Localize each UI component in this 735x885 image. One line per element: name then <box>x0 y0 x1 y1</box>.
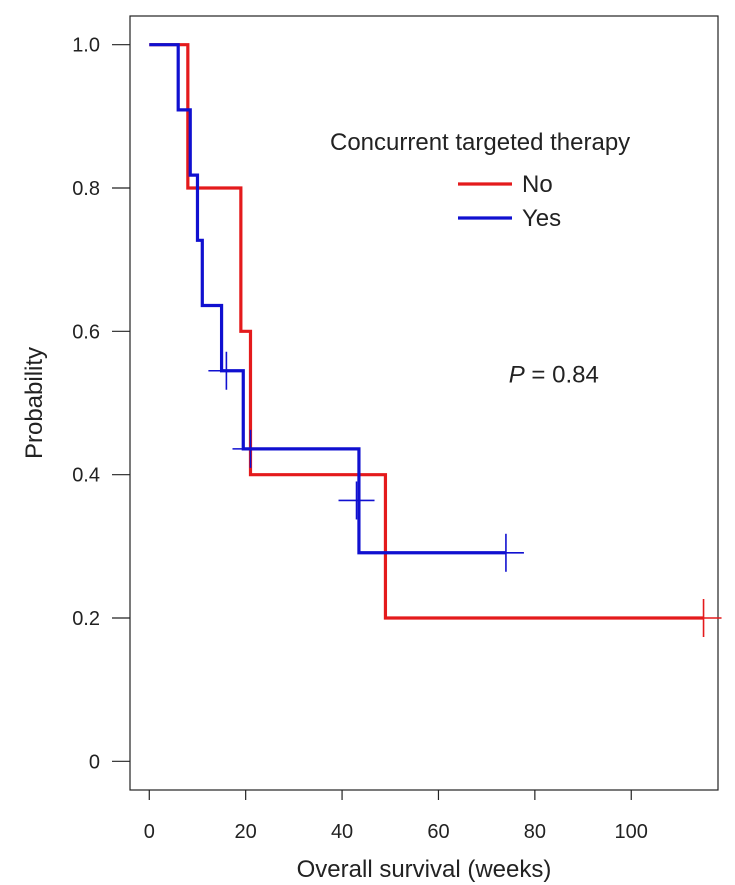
y-tick-label: 0.6 <box>72 321 100 343</box>
legend-label-yes: Yes <box>522 205 561 232</box>
p-value-annotation: P = 0.84 <box>509 361 599 388</box>
series-line-no <box>149 43 704 620</box>
series-layer <box>149 43 722 637</box>
x-tick-label: 0 <box>144 821 155 843</box>
y-axis-title: Probability <box>21 347 48 459</box>
y-tick-label: 0.2 <box>72 608 100 630</box>
y-axis: 0 0.2 0.4 0.6 0.8 1.0 <box>72 35 130 773</box>
x-axis-title: Overall survival (weeks) <box>297 856 552 883</box>
p-value-italic: P <box>509 361 525 388</box>
x-tick-label: 100 <box>615 821 648 843</box>
y-tick-label: 0.4 <box>72 465 100 487</box>
x-tick-label: 20 <box>235 821 257 843</box>
y-tick-label: 0 <box>89 751 100 773</box>
legend-title: Concurrent targeted therapy <box>330 129 630 156</box>
legend: Concurrent targeted therapy No Yes <box>330 129 630 232</box>
x-axis: 0 20 40 60 80 100 <box>144 790 648 843</box>
plot-frame <box>129 15 719 791</box>
x-tick-label: 40 <box>331 821 353 843</box>
y-tick-label: 1.0 <box>72 35 100 57</box>
series-line-yes <box>149 43 506 555</box>
x-tick-label: 80 <box>524 821 546 843</box>
p-value-text: = 0.84 <box>525 361 599 388</box>
x-tick-label: 60 <box>427 821 449 843</box>
legend-label-no: No <box>522 171 553 198</box>
y-tick-label: 0.8 <box>72 178 100 200</box>
